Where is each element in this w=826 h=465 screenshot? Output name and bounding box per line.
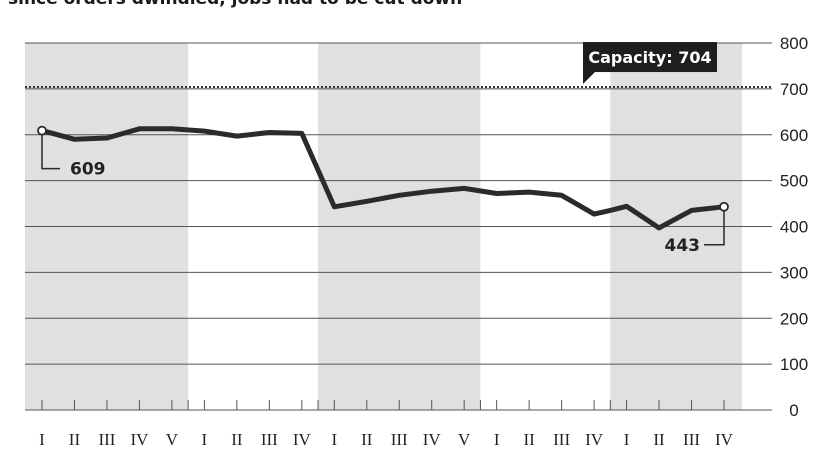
x-tick-label-16: III xyxy=(553,430,570,449)
y-axis: 0 100 200 300 400 500 600 700 800 xyxy=(780,34,808,420)
y-tick-label-600: 600 xyxy=(780,126,808,145)
annotation-label-609: 609 xyxy=(70,160,106,180)
y-tick-label-500: 500 xyxy=(780,172,808,191)
x-tick-label-14: I xyxy=(494,430,500,449)
y-tick-label-200: 200 xyxy=(780,309,808,328)
x-tick-label-9: I xyxy=(331,430,337,449)
x-tick-label-8: IV xyxy=(293,430,312,449)
capacity-label-box xyxy=(583,42,717,73)
annotation-leader-609 xyxy=(41,134,60,170)
x-tick-label-2: III xyxy=(98,430,115,449)
x-tick-label-11: III xyxy=(391,430,408,449)
x-tick-label-5: I xyxy=(202,430,208,449)
annotation-label-443: 443 xyxy=(665,236,701,256)
x-tick-label-3: IV xyxy=(130,430,149,449)
x-tick-label-12: IV xyxy=(423,430,442,449)
capacity-label-pointer xyxy=(583,72,595,85)
annotations: 609 443 xyxy=(37,125,729,256)
y-tick-label-800: 800 xyxy=(780,34,808,53)
y-tick-label-0: 0 xyxy=(789,401,798,420)
x-tick-label-17: IV xyxy=(585,430,604,449)
x-tick-label-19: II xyxy=(653,430,665,449)
chart-subtitle: since orders dwindled, jobs had to be cu… xyxy=(8,0,818,9)
series-line-group xyxy=(39,126,727,231)
period-bands xyxy=(25,43,742,410)
x-tick-label-21: IV xyxy=(715,430,734,449)
annotation-marker-443 xyxy=(719,201,729,212)
y-tick-label-400: 400 xyxy=(780,218,808,237)
x-tick-label-15: II xyxy=(523,430,535,449)
x-tick-label-6: II xyxy=(231,430,243,449)
capacity-label: Capacity: 704 xyxy=(588,48,711,67)
y-tick-label-300: 300 xyxy=(780,263,808,282)
x-tick-label-18: I xyxy=(624,430,630,449)
x-tick-label-7: III xyxy=(261,430,278,449)
x-tick-label-20: III xyxy=(683,430,700,449)
x-tick-label-10: II xyxy=(361,430,373,449)
series-line xyxy=(39,126,727,231)
annotation-leader-443 xyxy=(704,210,725,246)
x-tick-label-4: V xyxy=(166,430,179,449)
capacity-line-group: Capacity: 704 xyxy=(25,42,772,89)
x-tick-label-1: II xyxy=(69,430,81,449)
y-tick-label-700: 700 xyxy=(780,80,808,99)
x-axis: I II III IV V I II III IV I II III IV V I II III IV I II III… xyxy=(39,400,734,449)
y-tick-label-100: 100 xyxy=(780,355,808,374)
annotation-marker-609 xyxy=(37,125,47,136)
x-tick-label-13: V xyxy=(458,430,471,449)
x-tick-label-0: I xyxy=(39,430,45,449)
